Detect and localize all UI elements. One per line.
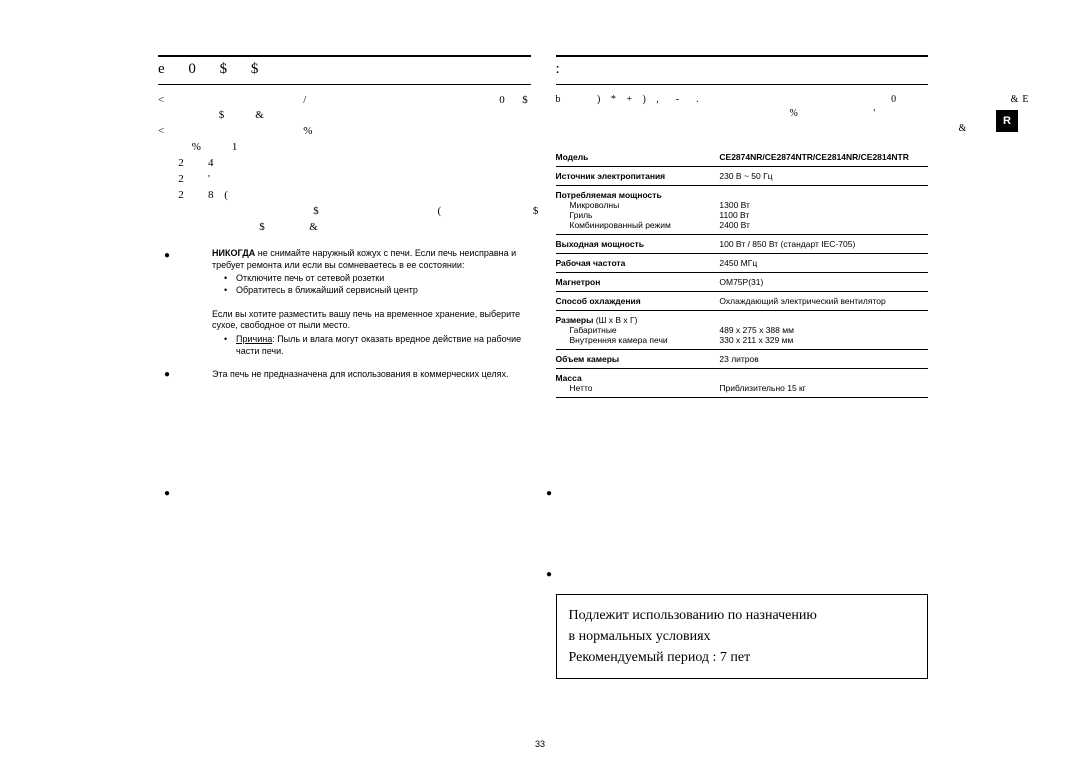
para-nikogda: НИКОГДА не снимайте наружный кожух с печ…	[158, 248, 531, 297]
right-margin-dots: ● ●	[546, 488, 552, 650]
row-model: Модель CE2874NR/CE2874NTR/CE2814NR/CE281…	[556, 148, 929, 167]
volume-label: Объем камеры	[556, 350, 720, 369]
dot-icon: ●	[546, 569, 552, 580]
dims-sub-1-l: Внутренняя камера печи	[556, 335, 716, 345]
dot-icon: ●	[164, 250, 170, 261]
bullet-service: Обратитесь в ближайший сервисный центр	[224, 285, 531, 297]
left-heading: e 0 $ $	[158, 55, 531, 85]
row-power-source: Источник электропитания 230 В ~ 50 Гц	[556, 167, 929, 186]
para-commercial: Эта печь не предназначена для использова…	[158, 369, 531, 381]
nikogda-rest: не снимайте наружный кожух с печи. Если …	[212, 248, 516, 270]
cooling-label: Способ охлаждения	[556, 292, 720, 311]
freq-label: Рабочая частота	[556, 254, 720, 273]
model-label: Модель	[556, 148, 720, 167]
right-garble-text: b ) * + ) , - . 0 &E % ' &	[556, 93, 929, 137]
dims-label-extra: (Ш x В x Г)	[593, 315, 637, 325]
spec-table: Модель CE2874NR/CE2874NTR/CE2814NR/CE281…	[556, 148, 929, 398]
disclaimer-line1: Подлежит использованию по назначению	[569, 605, 916, 626]
bullet-reason: Причина: Пыль и влага могут оказать вред…	[224, 334, 531, 357]
magnetron-value: OM75P(31)	[719, 273, 928, 292]
dims-sub-0-v: 489 x 275 x 388 мм	[719, 325, 924, 335]
right-column: : b ) * + ) , - . 0 &E % ' &	[556, 55, 929, 679]
nikogda-bold: НИКОГДА	[212, 248, 255, 258]
page-number: 33	[535, 739, 545, 749]
volume-value: 23 литров	[719, 350, 928, 369]
dot-icon: ●	[546, 488, 552, 499]
row-dimensions: Размеры (Ш x В x Г) Габаритные Внутрення…	[556, 311, 929, 350]
left-column: e 0 $ $ < / 0 $ $ & < % % 1 2 4 2 ' 2 8 …	[158, 55, 531, 679]
reason-text: : Пыль и влага могут оказать вредное дей…	[236, 334, 521, 356]
magnetron-label: Магнетрон	[556, 273, 720, 292]
consump-label: Потребляемая мощность	[556, 190, 716, 200]
disclaimer-line3: Рекомендуемый период : 7 пет	[569, 647, 916, 668]
disclaimer-box: Подлежит использованию по назначению в н…	[556, 594, 929, 679]
row-volume: Объем камеры 23 литров	[556, 350, 929, 369]
consump-sub-2-v: 2400 Вт	[719, 220, 924, 230]
consump-sub-2-l: Комбинированный режим	[556, 220, 716, 230]
reason-label: Причина	[236, 334, 272, 344]
dot-icon: ●	[164, 369, 170, 380]
consump-sub-0-l: Микроволны	[556, 200, 716, 210]
tab-indicator-r: R	[996, 110, 1018, 132]
row-consumption: Потребляемая мощность Микроволны Гриль К…	[556, 186, 929, 235]
right-heading: :	[556, 55, 929, 85]
model-value: CE2874NR/CE2874NTR/CE2814NR/CE2814NTR	[719, 148, 928, 167]
dims-sub-0-l: Габаритные	[556, 325, 716, 335]
mass-label: Масса	[556, 373, 716, 383]
power-value: 230 В ~ 50 Гц	[719, 167, 928, 186]
mass-sub-0-v: Приблизительно 15 кг	[719, 383, 924, 393]
cooling-value: Охлаждающий электрический вентилятор	[719, 292, 928, 311]
dot-icon: ●	[164, 488, 170, 499]
row-mass: Масса Нетто Приблизительно 15 кг	[556, 369, 929, 398]
output-value: 100 Вт / 850 Вт (стандарт IEC-705)	[719, 235, 928, 254]
dims-label: Размеры	[556, 315, 594, 325]
para-storage: Если вы хотите разместить вашу печь на в…	[158, 309, 531, 358]
para-storage-text: Если вы хотите разместить вашу печь на в…	[212, 309, 520, 331]
bullet-unplug: Отключите печь от сетевой розетки	[224, 273, 531, 285]
freq-value: 2450 МГц	[719, 254, 928, 273]
mass-sub-0-l: Нетто	[556, 383, 716, 393]
left-garble-text: < / 0 $ $ & < % % 1 2 4 2 ' 2 8 ( $ ( $	[158, 93, 531, 236]
consump-sub-1-l: Гриль	[556, 210, 716, 220]
row-magnetron: Магнетрон OM75P(31)	[556, 273, 929, 292]
output-label: Выходная мощность	[556, 235, 720, 254]
consump-sub-1-v: 1100 Вт	[719, 210, 924, 220]
row-cooling: Способ охлаждения Охлаждающий электричес…	[556, 292, 929, 311]
dims-sub-1-v: 330 x 211 x 329 мм	[719, 335, 924, 345]
power-label: Источник электропитания	[556, 167, 720, 186]
page-content: e 0 $ $ < / 0 $ $ & < % % 1 2 4 2 ' 2 8 …	[158, 55, 928, 679]
consump-sub-0-v: 1300 Вт	[719, 200, 924, 210]
row-frequency: Рабочая частота 2450 МГц	[556, 254, 929, 273]
disclaimer-line2: в нормальных условиях	[569, 626, 916, 647]
left-margin-dots: ● ● ●	[164, 250, 170, 607]
row-output: Выходная мощность 100 Вт / 850 Вт (станд…	[556, 235, 929, 254]
